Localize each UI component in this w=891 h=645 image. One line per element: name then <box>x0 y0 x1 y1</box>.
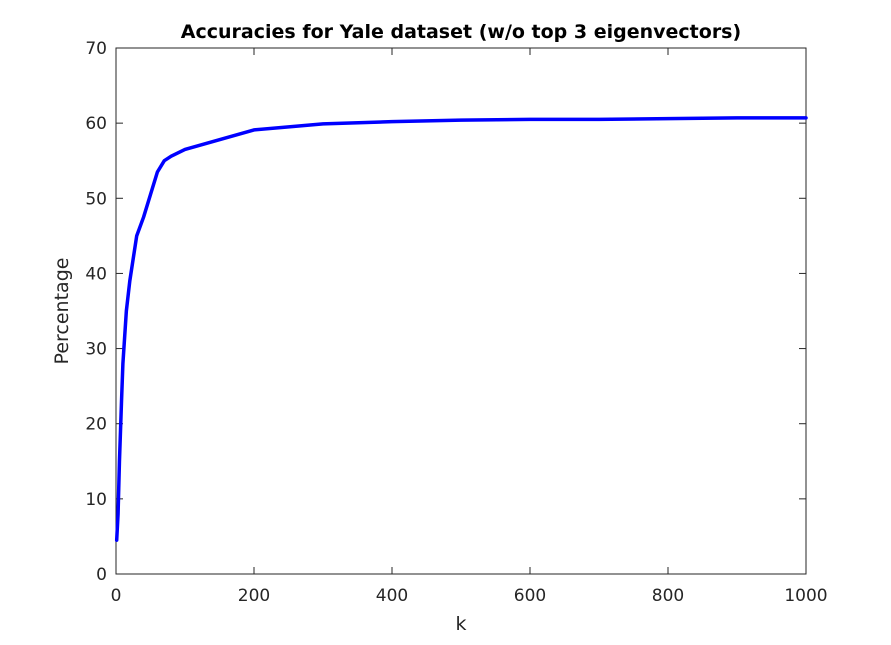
y-axis-label: Percentage <box>51 258 73 365</box>
plot-area <box>115 47 807 575</box>
y-tick-label: 70 <box>85 39 107 59</box>
y-tick-label: 50 <box>85 189 107 209</box>
y-tick-label: 10 <box>85 490 107 510</box>
y-tick-label: 30 <box>85 340 107 360</box>
x-tick-label: 200 <box>238 586 270 606</box>
y-tick-label: 40 <box>85 264 107 284</box>
y-tick-label: 20 <box>85 415 107 435</box>
series-line-0 <box>114 116 808 542</box>
y-tick-label: 0 <box>96 565 107 585</box>
x-tick-label: 0 <box>111 586 122 606</box>
x-axis-label: k <box>455 613 466 635</box>
x-tick-label: 800 <box>652 586 684 606</box>
series-layer <box>114 116 808 542</box>
x-tick-label: 400 <box>376 586 408 606</box>
y-tick-label: 60 <box>85 114 107 134</box>
y-axis-tick-labels: 0 10 20 30 40 50 60 70 <box>85 39 107 585</box>
x-tick-label: 600 <box>514 586 546 606</box>
x-axis-tick-labels: 0 200 400 600 800 1000 <box>111 586 828 606</box>
chart-title: Accuracies for Yale dataset (w/o top 3 e… <box>181 21 741 43</box>
axis-ticks <box>115 47 807 575</box>
x-tick-label: 1000 <box>784 586 827 606</box>
